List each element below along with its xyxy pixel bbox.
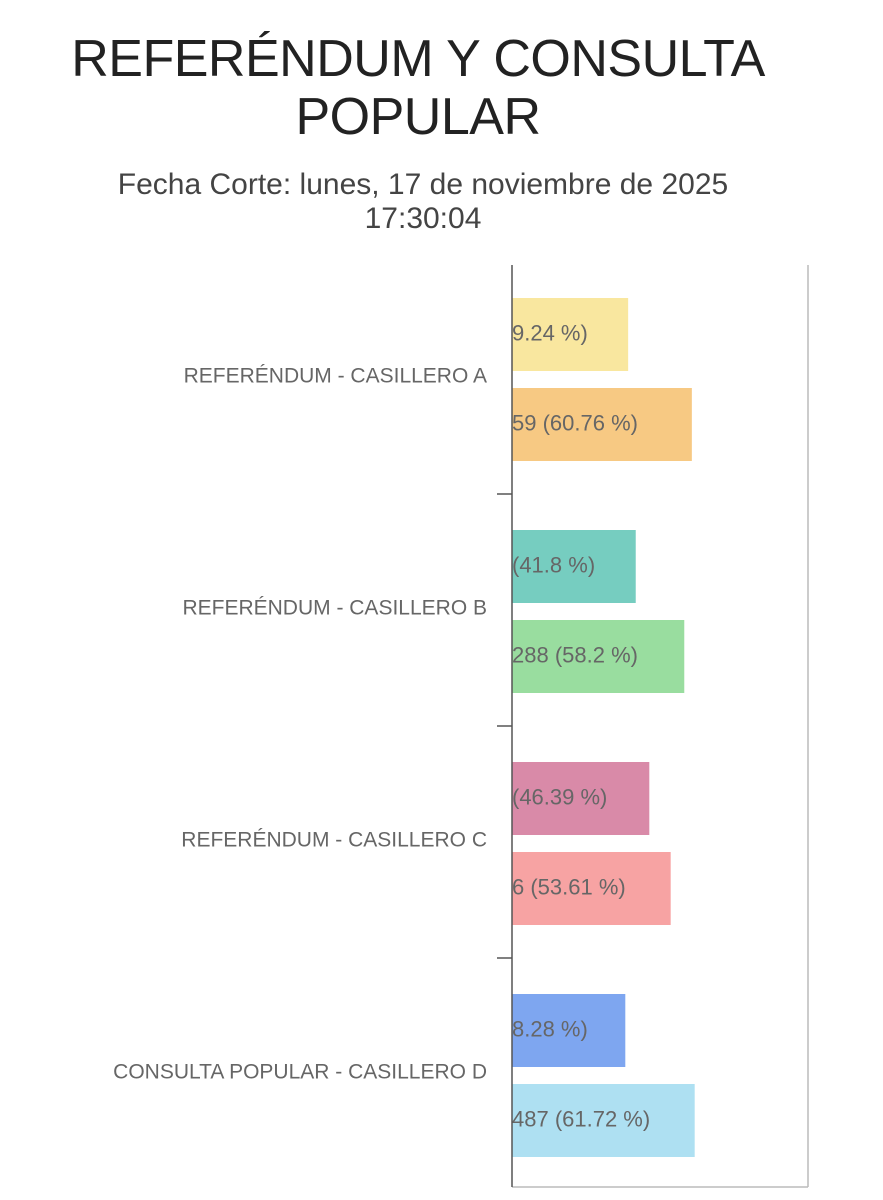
bar [512, 994, 626, 1067]
value-label: (41.8 %) [512, 552, 595, 577]
value-label: (46.39 %) [512, 784, 607, 809]
category-label: REFERÉNDUM - CASILLERO A [184, 365, 487, 388]
bar [512, 762, 650, 835]
value-label: 8.28 %) [512, 1016, 588, 1041]
chart-subtitle: Fecha Corte: lunes, 17 de noviembre de 2… [117, 168, 729, 235]
bar [512, 298, 629, 371]
bar [512, 852, 671, 925]
value-label: 288 (58.2 %) [512, 642, 638, 667]
category-label: REFERÉNDUM - CASILLERO B [182, 597, 487, 620]
bar [512, 388, 692, 461]
bar [512, 620, 685, 693]
bar [512, 530, 636, 603]
bar [512, 1084, 695, 1157]
chart-title: REFERÉNDUM Y CONSULTA POPULAR [71, 30, 765, 146]
value-label: 487 (61.72 %) [512, 1106, 650, 1131]
category-label: CONSULTA POPULAR - CASILLERO D [113, 1061, 487, 1084]
category-label: REFERÉNDUM - CASILLERO C [181, 829, 487, 852]
value-label: 9.24 %) [512, 320, 588, 345]
value-label: 6 (53.61 %) [512, 874, 626, 899]
value-label: 59 (60.76 %) [512, 410, 638, 435]
